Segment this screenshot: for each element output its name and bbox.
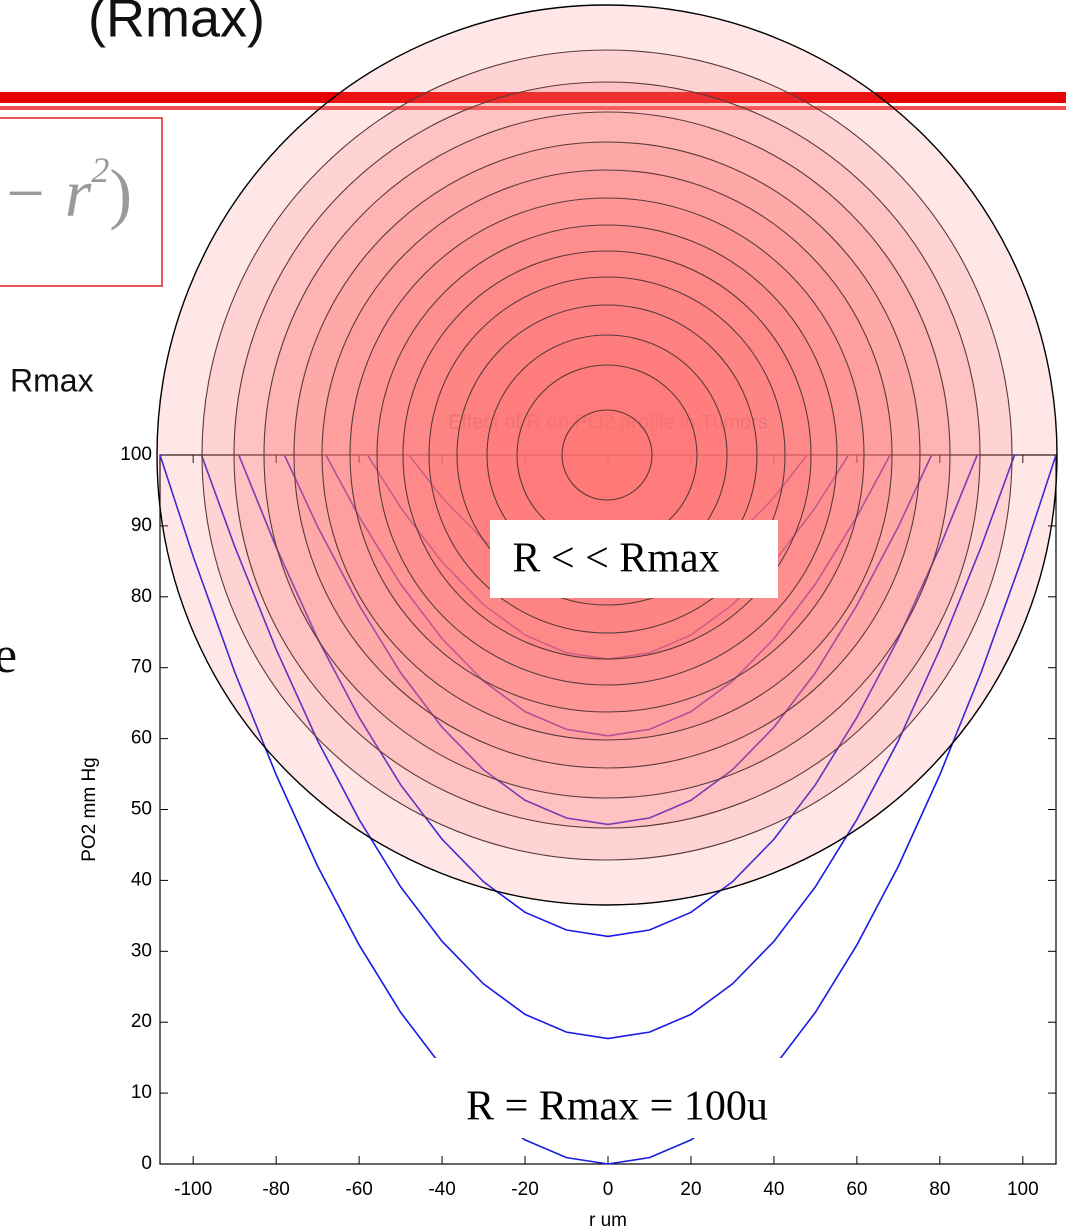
slide: (Rmax) − r2) Rmax e Effect of R on PO2 p… xyxy=(0,0,1066,1232)
formula-part: − r xyxy=(2,155,92,231)
x-tick-label: 100 xyxy=(1007,1179,1039,1200)
x-tick-label: 60 xyxy=(846,1179,867,1200)
circle-overlay xyxy=(157,5,1057,905)
annotation: R = Rmax = 100u xyxy=(466,1084,768,1130)
y-tick-label: 30 xyxy=(131,940,152,961)
tumor-ring xyxy=(562,410,652,500)
y-tick-label: 100 xyxy=(120,444,152,465)
x-tick-label: 20 xyxy=(680,1179,701,1200)
x-tick-label: -20 xyxy=(511,1179,538,1200)
y-tick-label: 70 xyxy=(131,657,152,678)
y-tick-label: 90 xyxy=(131,515,152,536)
x-tick-label: 40 xyxy=(763,1179,784,1200)
y-tick-label: 20 xyxy=(131,1011,152,1032)
y-tick-label: 0 xyxy=(141,1153,152,1174)
y-tick-label: 50 xyxy=(131,799,152,820)
annotation-layer: R < < Rmax xyxy=(490,520,778,598)
formula-part: ) xyxy=(109,155,132,231)
annotation: R < < Rmax xyxy=(512,536,719,582)
formula: − r2) xyxy=(2,150,132,230)
x-tick-label: 80 xyxy=(929,1179,950,1200)
x-tick-label: 0 xyxy=(603,1179,614,1200)
formula-exponent: 2 xyxy=(91,150,109,190)
x-tick-label: -40 xyxy=(428,1179,455,1200)
y-tick-label: 60 xyxy=(131,728,152,749)
x-tick-label: -60 xyxy=(345,1179,372,1200)
y-axis-label: PO2 mm Hg xyxy=(79,757,100,862)
y-tick-label: 40 xyxy=(131,869,152,890)
x-tick-label: -80 xyxy=(262,1179,289,1200)
y-tick-label: 80 xyxy=(131,586,152,607)
page: (Rmax) − r2) Rmax e Effect of R on PO2 p… xyxy=(0,0,1066,1232)
x-tick-label: -100 xyxy=(174,1179,212,1200)
edge-letter: e xyxy=(0,627,17,684)
y-tick-label: 10 xyxy=(131,1082,152,1103)
x-axis-label: r um xyxy=(589,1210,627,1231)
side-label: Rmax xyxy=(10,362,94,398)
slide-heading: (Rmax) xyxy=(88,0,265,48)
